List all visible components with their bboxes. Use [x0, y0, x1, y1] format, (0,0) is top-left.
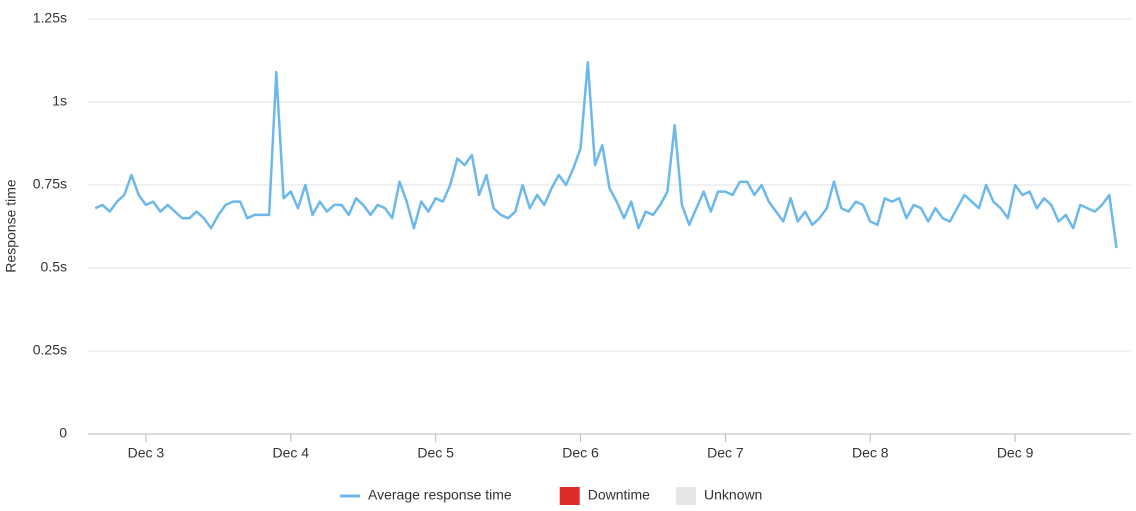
y-tick-label: 0.5s: [41, 259, 67, 275]
legend-swatch: [559, 487, 580, 505]
x-tick-label: Dec 6: [562, 445, 599, 461]
legend-swatch: [675, 487, 696, 505]
y-tick-label: 0.25s: [33, 342, 67, 358]
y-tick-label: 0: [59, 425, 67, 441]
y-tick-label: 1.25s: [33, 10, 67, 26]
x-tick-label: Dec 9: [997, 445, 1034, 461]
legend-label: Average response time: [368, 487, 512, 503]
y-axis-label: Response time: [3, 179, 19, 273]
x-tick-label: Dec 8: [852, 445, 889, 461]
legend-label: Downtime: [588, 487, 650, 503]
legend-label: Unknown: [704, 487, 762, 503]
x-tick-label: Dec 7: [707, 445, 744, 461]
y-tick-label: 0.75s: [33, 176, 67, 192]
line-series: [94, 60, 1118, 249]
x-tick-label: Dec 4: [273, 445, 310, 461]
y-tick-label: 1s: [52, 93, 67, 109]
x-tick-label: Dec 5: [417, 445, 454, 461]
x-tick-label: Dec 3: [128, 445, 165, 461]
